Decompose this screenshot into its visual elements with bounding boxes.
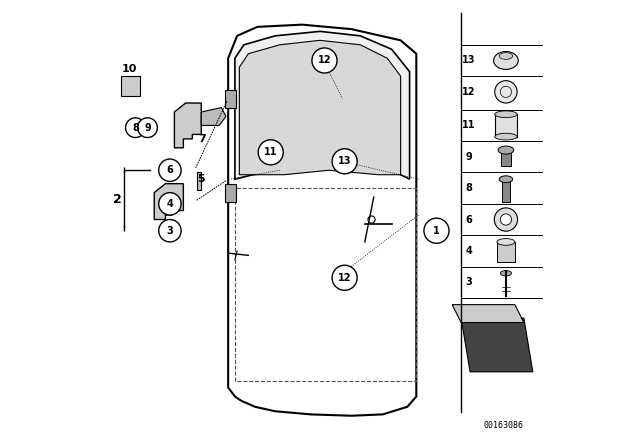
Ellipse shape bbox=[500, 271, 511, 276]
Text: 11: 11 bbox=[463, 121, 476, 130]
Circle shape bbox=[125, 118, 145, 138]
Polygon shape bbox=[202, 108, 226, 125]
Circle shape bbox=[159, 220, 181, 242]
Ellipse shape bbox=[499, 176, 513, 183]
Bar bbox=[500, 148, 511, 166]
Text: 5: 5 bbox=[198, 174, 205, 184]
Text: 11: 11 bbox=[264, 147, 278, 157]
Text: 13: 13 bbox=[463, 56, 476, 65]
Bar bbox=[497, 242, 515, 262]
Text: 12: 12 bbox=[463, 87, 476, 97]
Polygon shape bbox=[121, 76, 140, 96]
Text: 12: 12 bbox=[317, 56, 332, 65]
Polygon shape bbox=[174, 103, 202, 148]
Polygon shape bbox=[239, 40, 401, 175]
Polygon shape bbox=[461, 318, 533, 372]
Ellipse shape bbox=[495, 134, 517, 140]
Text: 1: 1 bbox=[433, 226, 440, 236]
Polygon shape bbox=[235, 31, 410, 179]
Circle shape bbox=[424, 218, 449, 243]
Text: 6: 6 bbox=[466, 215, 472, 224]
Ellipse shape bbox=[499, 53, 513, 60]
Text: 13: 13 bbox=[338, 156, 351, 166]
Polygon shape bbox=[154, 184, 184, 220]
Ellipse shape bbox=[498, 146, 514, 154]
Circle shape bbox=[332, 265, 357, 290]
Ellipse shape bbox=[493, 52, 518, 69]
Circle shape bbox=[138, 118, 157, 138]
Text: 9: 9 bbox=[466, 152, 472, 162]
Circle shape bbox=[332, 149, 357, 174]
Text: 7: 7 bbox=[199, 134, 207, 144]
Ellipse shape bbox=[495, 111, 517, 118]
Text: 2: 2 bbox=[113, 193, 122, 206]
Text: 4: 4 bbox=[166, 199, 173, 209]
Text: 12: 12 bbox=[338, 273, 351, 283]
Text: 4: 4 bbox=[466, 246, 472, 256]
Polygon shape bbox=[197, 172, 202, 190]
Text: 3: 3 bbox=[466, 277, 472, 287]
Text: 00163086: 00163086 bbox=[484, 421, 524, 430]
Ellipse shape bbox=[494, 208, 518, 231]
Text: 10: 10 bbox=[122, 65, 138, 74]
Circle shape bbox=[312, 48, 337, 73]
Ellipse shape bbox=[500, 214, 511, 225]
Circle shape bbox=[159, 193, 181, 215]
Text: 3: 3 bbox=[166, 226, 173, 236]
Bar bbox=[502, 179, 509, 202]
Bar bbox=[225, 90, 236, 108]
Polygon shape bbox=[452, 305, 524, 323]
Circle shape bbox=[159, 159, 181, 181]
Bar bbox=[225, 184, 236, 202]
Circle shape bbox=[258, 140, 284, 165]
Text: 6: 6 bbox=[166, 165, 173, 175]
Ellipse shape bbox=[497, 238, 515, 246]
Text: 9: 9 bbox=[144, 123, 151, 133]
Text: 8: 8 bbox=[466, 183, 472, 193]
Bar bbox=[495, 114, 517, 137]
Ellipse shape bbox=[495, 81, 517, 103]
Text: 8: 8 bbox=[132, 123, 139, 133]
